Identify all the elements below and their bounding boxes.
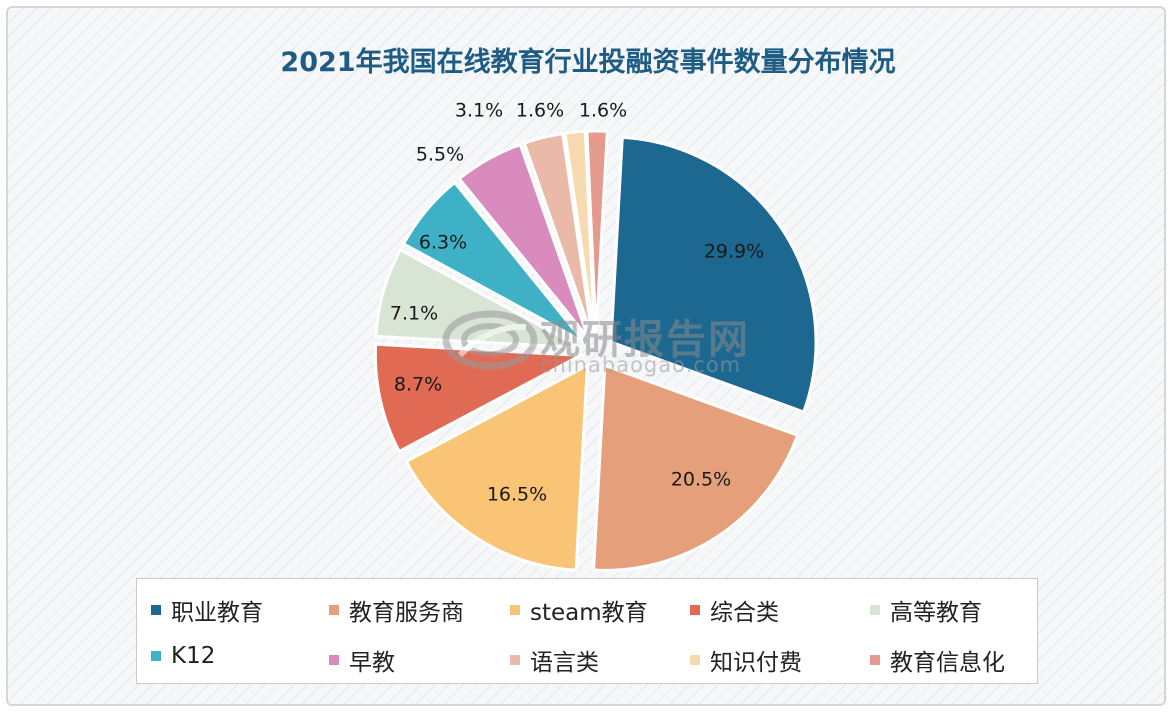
legend-label: 教育信息化 bbox=[890, 650, 1005, 676]
pie-slice bbox=[585, 129, 609, 337]
legend-swatch bbox=[151, 651, 161, 661]
legend-label: 语言类 bbox=[530, 650, 599, 676]
legend-item: 教育服务商 bbox=[329, 593, 464, 627]
data-label: 5.5% bbox=[416, 144, 464, 166]
pie-slice bbox=[563, 129, 596, 337]
legend-swatch bbox=[151, 605, 161, 615]
legend-swatch bbox=[690, 655, 700, 665]
pie-slice bbox=[591, 363, 800, 572]
legend-label: 早教 bbox=[349, 650, 395, 676]
data-label: 1.6% bbox=[516, 100, 564, 122]
legend-item: 高等教育 bbox=[870, 593, 982, 627]
data-label: 29.9% bbox=[704, 241, 764, 263]
legend-label: 高等教育 bbox=[890, 600, 982, 626]
pie-slice bbox=[609, 135, 818, 414]
legend-item: 综合类 bbox=[690, 593, 779, 627]
legend-swatch bbox=[329, 605, 339, 615]
chart-legend: 职业教育 教育服务商 steam教育 综合类 高等教育 K12 早教 语言类 知… bbox=[136, 578, 1038, 684]
data-label: 3.1% bbox=[455, 100, 503, 122]
pie-slice bbox=[373, 342, 586, 454]
data-label: 6.3% bbox=[419, 232, 467, 254]
legend-swatch bbox=[510, 655, 520, 665]
legend-item: 知识付费 bbox=[690, 643, 802, 677]
legend-label: 综合类 bbox=[710, 600, 779, 626]
legend-swatch bbox=[329, 655, 339, 665]
data-label: 7.1% bbox=[390, 303, 438, 325]
pie-slice bbox=[457, 142, 590, 339]
legend-swatch bbox=[690, 605, 700, 615]
data-labels: 29.9% 20.5% 16.5% 8.7% 7.1% 6.3% 5.5% 3.1% 1.6% 1… bbox=[390, 100, 764, 506]
legend-swatch bbox=[870, 605, 880, 615]
legend-label: 教育服务商 bbox=[349, 600, 464, 626]
legend-item: 语言类 bbox=[510, 643, 599, 677]
pie-slice bbox=[404, 362, 590, 572]
legend-swatch bbox=[870, 655, 880, 665]
legend-item: steam教育 bbox=[510, 593, 648, 627]
chart-title: 2021年我国在线教育行业投融资事件数量分布情况 bbox=[280, 47, 896, 78]
pie-slice bbox=[522, 131, 594, 337]
data-label: 16.5% bbox=[487, 484, 547, 506]
legend-label: K12 bbox=[171, 643, 216, 669]
legend-item: K12 bbox=[151, 643, 215, 669]
data-label: 1.6% bbox=[579, 100, 627, 122]
legend-item: 职业教育 bbox=[151, 593, 263, 627]
legend-label: 知识付费 bbox=[710, 650, 802, 676]
data-label: 20.5% bbox=[671, 469, 731, 491]
legend-label: steam教育 bbox=[530, 600, 648, 626]
legend-label: 职业教育 bbox=[171, 600, 263, 626]
pie-slice bbox=[401, 180, 585, 344]
pie-slices bbox=[373, 129, 818, 572]
legend-swatch bbox=[510, 605, 520, 615]
legend-item: 早教 bbox=[329, 643, 395, 677]
data-label: 8.7% bbox=[394, 374, 442, 396]
legend-item: 教育信息化 bbox=[870, 643, 1005, 677]
